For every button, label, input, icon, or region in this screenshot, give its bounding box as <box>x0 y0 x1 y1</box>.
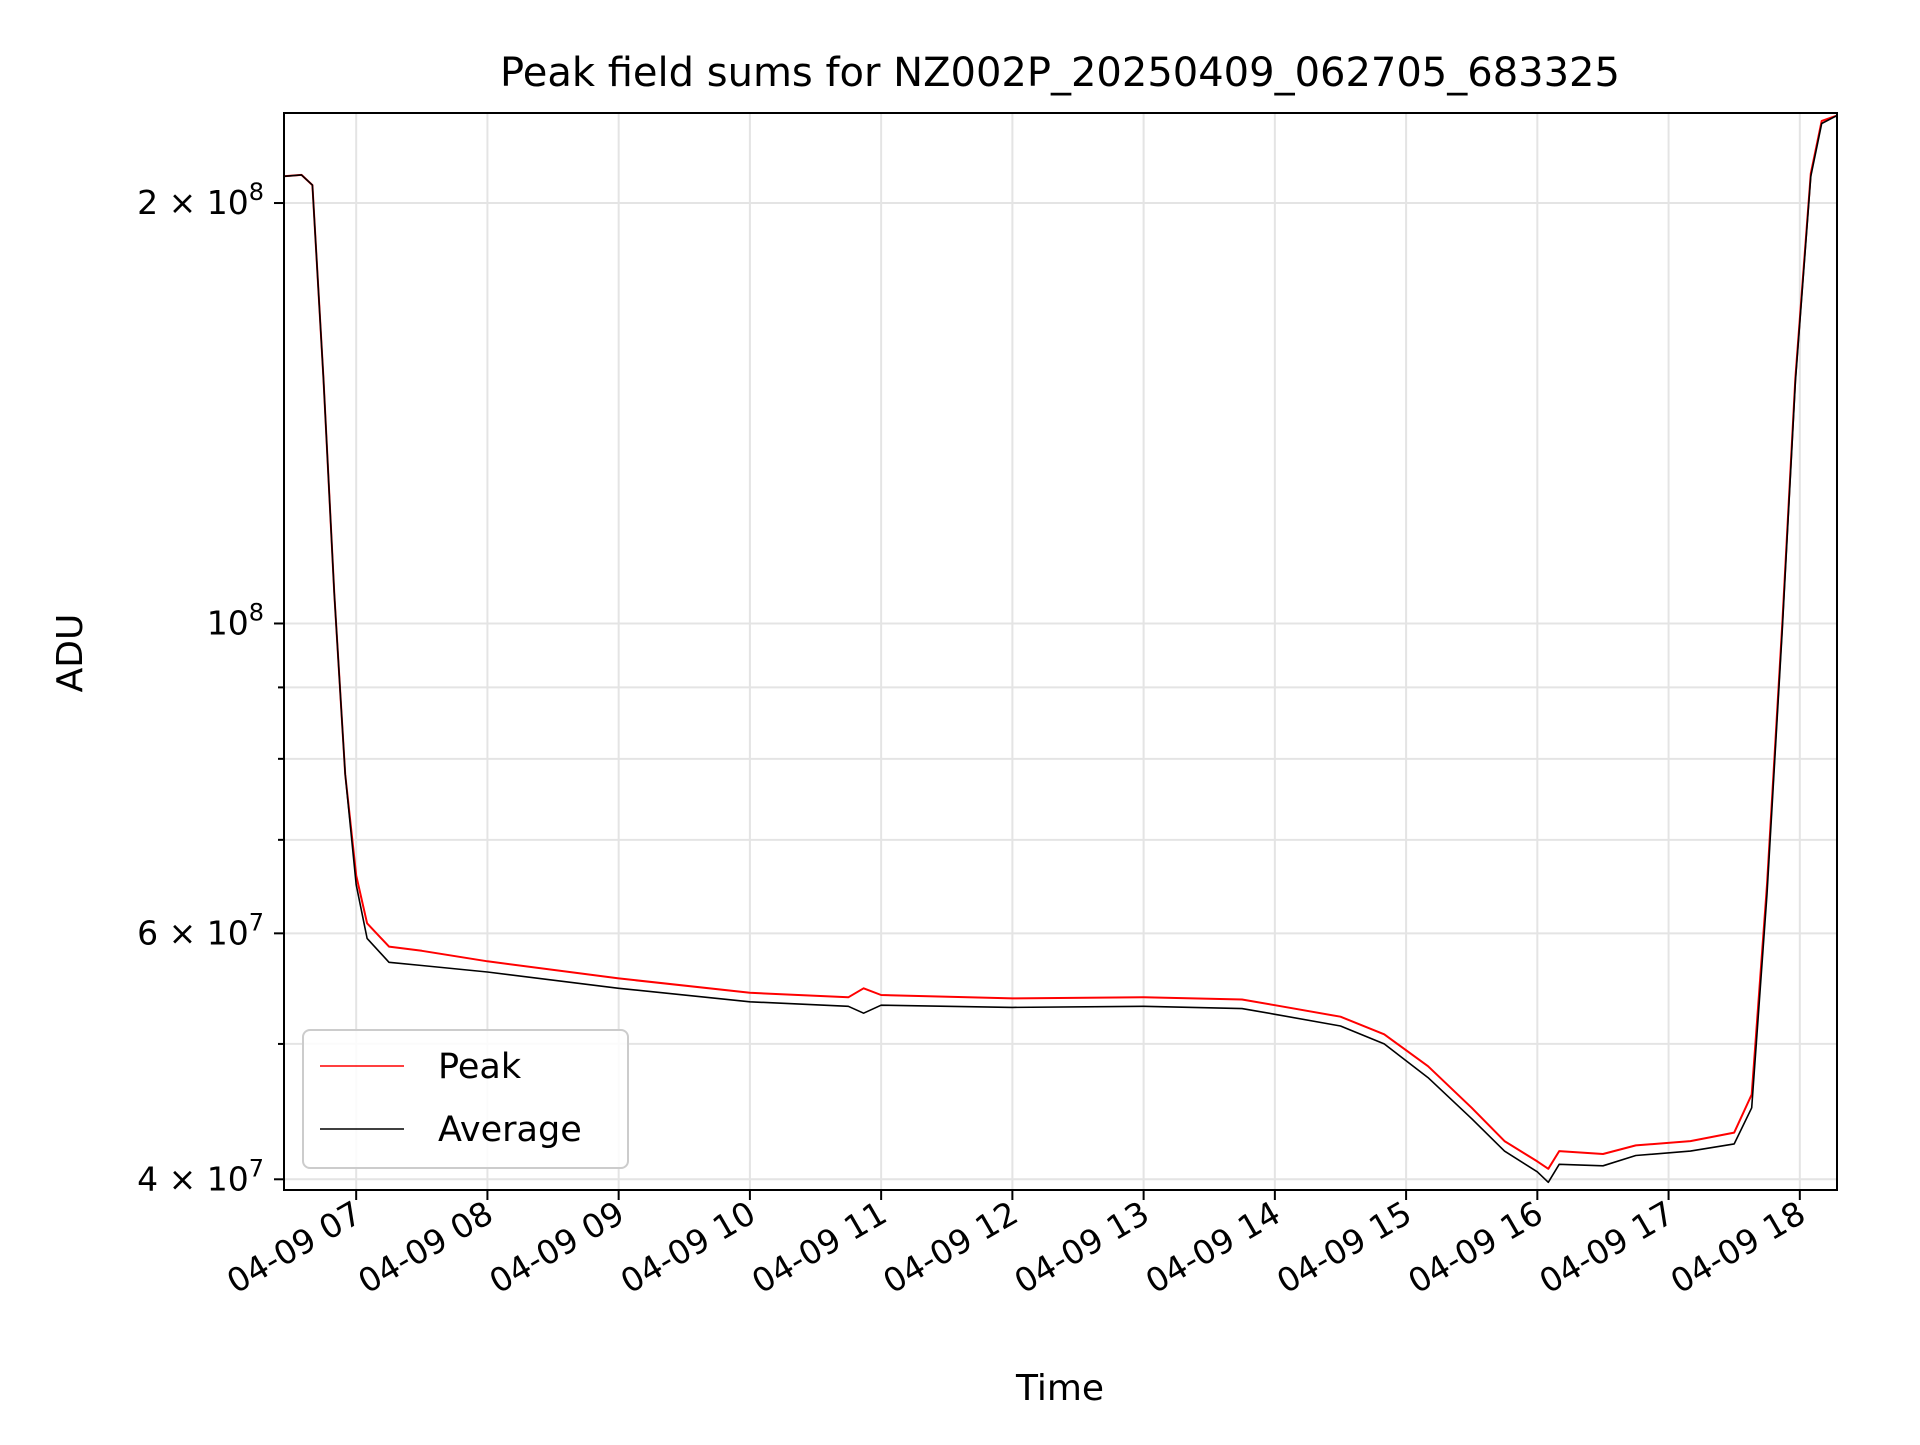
legend-label-peak: Peak <box>438 1047 522 1087</box>
y-tick-label: 108 <box>207 598 264 642</box>
legend: Peak Average <box>302 1029 629 1169</box>
plot-frame <box>283 112 1838 1191</box>
series-layer <box>283 114 1838 1184</box>
legend-box <box>302 1029 629 1169</box>
series-line-peak <box>283 114 1838 1170</box>
y-tick-label: 6 × 107 <box>137 908 264 952</box>
y-tick-label: 2 × 108 <box>137 178 264 222</box>
chart-title: Peak field sums for NZ002P_20250409_0627… <box>500 50 1620 96</box>
grid-lines <box>284 113 1837 1190</box>
series-line-average <box>283 114 1838 1184</box>
x-axis-label: Time <box>1015 1368 1104 1409</box>
legend-label-average: Average <box>438 1110 582 1150</box>
y-axis-ticks: 4 × 107 6 × 107 108 2 × 108 <box>137 178 284 1198</box>
y-tick-label: 4 × 107 <box>137 1154 264 1198</box>
y-axis-label: ADU <box>50 614 91 693</box>
